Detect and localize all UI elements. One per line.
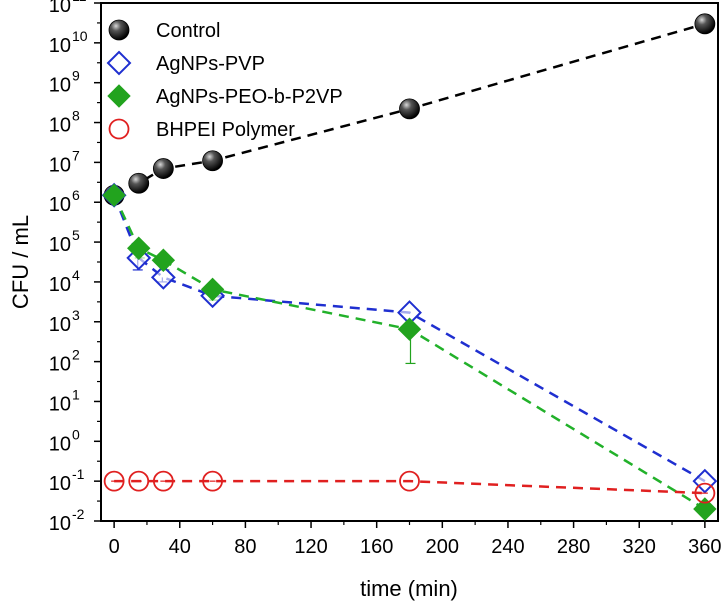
y-tick-exponent: 9 [72,68,80,84]
data-point-agnps-peo [693,497,717,521]
y-tick-exponent: 6 [72,187,80,203]
data-point-agnps-peo [127,236,151,260]
y-tick-label: 10 [49,234,71,256]
y-tick-label: 10 [49,354,71,376]
y-axis-title: CFU / mL [8,215,33,309]
data-point-control [108,19,130,41]
data-point-bhpei [103,470,125,492]
y-tick-label: 10 [49,513,71,535]
y-tick-label: 10 [49,433,71,455]
x-axis-title: time (min) [360,576,458,601]
data-point-agnps-pvp [150,264,176,290]
x-tick-label: 160 [360,536,393,558]
plot-frame [100,2,719,522]
y-tick-exponent: 4 [72,267,80,283]
y-tick-label: 10 [49,35,71,57]
y-tick-exponent: -2 [72,506,85,522]
y-tick-label: 10 [49,154,71,176]
y-tick-exponent: 0 [72,426,80,442]
legend-label: BHPEI Polymer [156,119,295,141]
data-point-agnps-pvp [106,50,132,76]
data-point-bhpei [128,470,150,492]
y-tick-label: 10 [49,0,71,17]
y-tick-exponent: -1 [72,466,85,482]
data-point-control [152,158,174,179]
data-point-control [399,98,420,120]
data-point-control [694,13,716,35]
y-tick-exponent: 7 [72,147,80,163]
data-point-control [128,172,150,194]
y-tick-exponent: 1 [72,386,80,402]
x-tick-label: 40 [169,536,191,558]
data-point-agnps-peo [397,317,422,341]
legend-label: AgNPs-PVP [156,53,265,75]
x-tick-label: 320 [623,536,656,558]
x-tick-label: 280 [557,536,590,558]
y-tick-label: 10 [49,314,71,336]
legend-label: Control [156,20,220,42]
series-line [114,479,705,495]
data-point-control [202,150,223,172]
y-tick-label: 10 [49,274,71,296]
x-tick-label: 240 [491,536,524,558]
series-line [112,194,706,511]
data-point-agnps-peo [102,183,126,207]
x-tick-label: 0 [109,536,120,558]
y-tick-exponent: 5 [72,227,80,243]
data-point-agnps-peo [200,277,225,302]
x-tick-label: 80 [234,536,256,558]
y-tick-label: 10 [49,393,71,415]
x-tick-label: 200 [426,536,459,558]
data-point-agnps-peo [151,248,176,272]
y-tick-label: 10 [49,115,71,137]
y-tick-label: 10 [49,75,71,97]
y-tick-exponent: 10 [72,28,88,44]
data-markers [101,13,718,521]
y-tick-exponent: 8 [72,108,80,124]
data-point-bhpei [202,470,223,492]
y-tick-exponent: 11 [72,0,87,4]
x-tick-label: 120 [294,536,327,558]
y-tick-label: 10 [49,473,71,495]
data-point-bhpei [108,118,130,140]
y-tick-exponent: 3 [72,307,80,323]
x-axis: 0 40 80 120 160 200 240 280 320 360 [109,521,722,558]
data-point-bhpei [152,470,174,492]
x-tick-label: 360 [688,536,721,558]
y-tick-exponent: 2 [72,347,80,363]
legend: Control AgNPs-PVP AgNPs-PEO-b-P2VP BHPEI Po… [106,19,343,141]
y-tick-label: 10 [49,194,71,216]
data-point-agnps-peo [107,84,131,108]
legend-label: AgNPs-PEO-b-P2VP [156,86,343,108]
data-point-bhpei [694,482,716,504]
data-point-agnps-pvp [692,468,718,494]
data-point-bhpei [399,470,420,492]
error-bars [132,248,416,365]
